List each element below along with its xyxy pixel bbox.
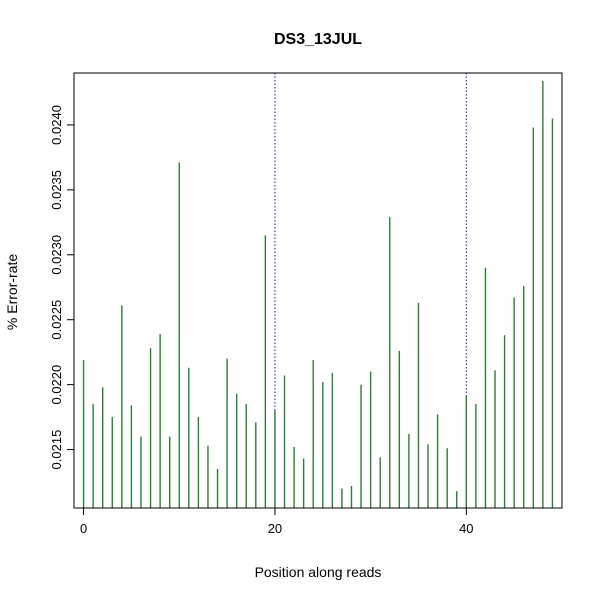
x-tick-label-0: 0 <box>80 521 87 536</box>
x-axis-label: Position along reads <box>255 564 382 580</box>
y-tick-label-4: 0.0235 <box>49 170 64 210</box>
x-tick-label-40: 40 <box>459 521 473 536</box>
y-tick-label-1: 0.0220 <box>49 365 64 405</box>
chart-title: DS3_13JUL <box>274 31 362 48</box>
y-tick-label-0: 0.0215 <box>49 430 64 470</box>
x-tick-label-20: 20 <box>268 521 282 536</box>
y-axis-label: % Error-rate <box>4 254 20 330</box>
y-tick-label-2: 0.0225 <box>49 300 64 340</box>
plot-frame <box>73 72 563 509</box>
plot-area: 0 20 40 0.0215 0.0220 0.0225 0.0230 0.0235 0.024… <box>49 72 563 536</box>
y-tick-label-5: 0.0240 <box>49 105 64 145</box>
y-tick-label-3: 0.0230 <box>49 235 64 275</box>
